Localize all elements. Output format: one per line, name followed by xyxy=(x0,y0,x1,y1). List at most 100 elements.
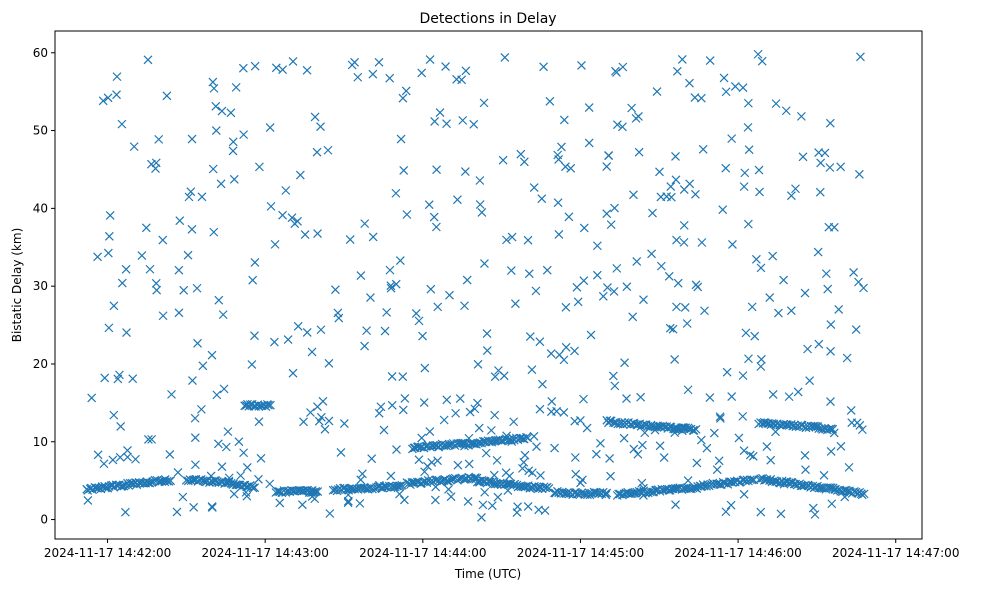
data-point-marker xyxy=(757,56,767,66)
data-point-marker xyxy=(418,331,427,341)
data-point-marker xyxy=(745,475,755,485)
data-point-marker xyxy=(553,198,563,208)
data-point-marker xyxy=(519,457,529,467)
data-point-marker xyxy=(751,254,761,264)
data-point-marker xyxy=(290,219,300,229)
data-point-marker xyxy=(402,210,412,219)
data-point-marker xyxy=(571,469,581,479)
data-point-marker xyxy=(355,498,365,508)
data-point-marker xyxy=(843,486,852,496)
data-point-marker xyxy=(366,293,375,302)
data-point-marker xyxy=(193,338,202,348)
data-point-marker xyxy=(386,471,396,481)
data-point-marker xyxy=(353,72,363,82)
data-point-marker xyxy=(490,410,500,420)
data-point-marker xyxy=(718,205,728,215)
data-point-marker xyxy=(636,392,646,402)
data-point-marker xyxy=(197,192,207,202)
data-point-marker xyxy=(647,249,656,259)
data-point-marker xyxy=(487,501,497,511)
data-point-marker xyxy=(93,450,103,460)
data-point-marker xyxy=(475,176,485,185)
data-point-marker xyxy=(714,456,724,466)
data-point-marker xyxy=(419,398,429,407)
data-point-marker xyxy=(793,387,803,397)
data-point-marker xyxy=(395,481,405,491)
data-point-marker xyxy=(385,265,395,275)
data-point-marker xyxy=(428,440,438,450)
data-point-marker xyxy=(727,134,737,144)
data-point-marker xyxy=(432,165,442,175)
data-point-marker xyxy=(165,450,175,459)
data-point-marker xyxy=(638,420,648,430)
data-point-marker xyxy=(104,323,114,333)
data-point-marker xyxy=(789,421,799,431)
data-point-marker xyxy=(814,148,824,157)
data-point-marker xyxy=(738,371,748,381)
data-point-marker xyxy=(254,401,264,411)
data-point-marker xyxy=(826,397,835,407)
data-point-marker xyxy=(573,297,583,307)
data-point-marker xyxy=(152,285,162,295)
data-point-marker xyxy=(825,163,835,172)
data-point-marker xyxy=(470,404,480,414)
data-point-marker xyxy=(628,312,638,322)
data-point-marker xyxy=(586,330,596,340)
data-point-marker xyxy=(242,462,252,472)
data-point-marker xyxy=(619,433,629,443)
data-point-marker xyxy=(537,194,547,204)
data-point-marker xyxy=(453,460,463,470)
data-point-marker xyxy=(534,482,544,492)
data-point-marker xyxy=(484,477,494,487)
data-point-marker xyxy=(645,487,655,497)
data-point-marker xyxy=(564,212,574,222)
y-tick-label: 40 xyxy=(33,201,48,215)
data-point-marker xyxy=(665,323,675,333)
data-point-marker xyxy=(559,408,569,417)
data-point-marker xyxy=(334,313,344,323)
data-point-marker xyxy=(801,465,810,475)
data-point-marker xyxy=(592,270,602,280)
data-point-marker xyxy=(109,301,119,311)
data-point-marker xyxy=(728,240,737,249)
data-point-marker xyxy=(147,434,157,444)
data-point-marker xyxy=(229,489,239,499)
data-point-marker xyxy=(523,235,533,245)
data-point-marker xyxy=(316,325,326,335)
data-point-marker xyxy=(493,492,503,502)
x-tick-label: 2024-11-17 14:45:00 xyxy=(517,546,644,560)
data-point-marker xyxy=(481,448,491,458)
data-point-marker xyxy=(585,490,595,500)
data-point-marker xyxy=(796,111,806,121)
data-point-marker xyxy=(160,475,170,484)
data-point-marker xyxy=(417,433,427,443)
data-point-marker xyxy=(842,353,852,363)
data-point-marker xyxy=(464,433,474,443)
data-point-marker xyxy=(143,435,153,444)
data-point-marker xyxy=(211,101,221,111)
data-point-marker xyxy=(786,191,796,201)
data-point-marker xyxy=(482,329,492,338)
data-point-marker xyxy=(840,492,850,502)
data-point-marker xyxy=(275,498,285,508)
data-point-marker xyxy=(174,308,184,318)
data-point-marker xyxy=(112,90,121,100)
data-point-marker xyxy=(648,208,657,218)
data-point-marker xyxy=(129,142,139,152)
data-point-marker xyxy=(679,185,689,194)
data-point-marker xyxy=(295,170,305,180)
data-point-marker xyxy=(386,281,396,291)
data-point-marker xyxy=(186,187,196,197)
data-point-marker xyxy=(360,219,370,229)
data-point-marker xyxy=(610,66,620,76)
data-point-marker xyxy=(554,230,564,239)
data-point-marker xyxy=(498,155,508,165)
data-point-marker xyxy=(435,108,445,118)
x-tick-label: 2024-11-17 14:42:00 xyxy=(44,546,171,560)
data-point-marker xyxy=(552,406,562,416)
data-point-marker xyxy=(426,284,436,294)
data-point-marker xyxy=(368,232,378,242)
data-point-marker xyxy=(602,162,612,172)
data-point-marker xyxy=(739,489,749,499)
data-point-marker xyxy=(299,417,308,427)
